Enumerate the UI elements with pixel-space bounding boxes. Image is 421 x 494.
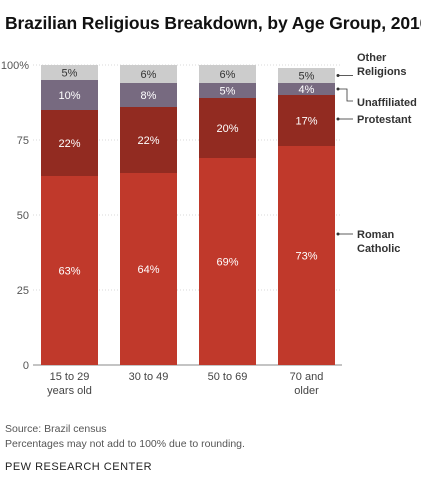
data-label: 63% — [58, 266, 80, 278]
bar-segment-unaffiliated — [199, 83, 256, 98]
legend-leader — [338, 88, 353, 102]
bar-segment-protestant — [41, 110, 98, 176]
bar-segment-roman-catholic — [278, 146, 335, 365]
x-tick-label: 70 and — [290, 371, 324, 383]
data-label: 17% — [295, 116, 317, 128]
bar-segment-other-religions — [199, 65, 256, 83]
legend-label: Roman — [357, 229, 395, 241]
data-label: 4% — [299, 84, 315, 96]
legend-label: Religions — [357, 66, 407, 78]
data-label: 10% — [58, 90, 80, 102]
x-tick-label: 30 to 49 — [129, 371, 169, 383]
x-tick-label: 50 to 69 — [208, 371, 248, 383]
y-tick-label: 0 — [23, 360, 29, 372]
y-tick-label: 75 — [17, 135, 29, 147]
data-label: 69% — [216, 257, 238, 269]
bar-segment-protestant — [120, 107, 177, 173]
source-note: Source: Brazil census — [5, 423, 107, 435]
y-tick-label: 100% — [1, 60, 29, 72]
data-label: 6% — [220, 69, 236, 81]
x-tick-label: 15 to 29 — [50, 371, 90, 383]
bar-segment-other-religions — [278, 68, 335, 83]
bar-segment-other-religions — [120, 65, 177, 83]
brand-label: PEW RESEARCH CENTER — [5, 461, 153, 473]
legend-label: Unaffiliated — [357, 97, 417, 109]
y-tick-label: 50 — [17, 210, 29, 222]
legend-label: Other — [357, 52, 387, 64]
data-label: 20% — [216, 123, 238, 135]
legend-label: Catholic — [357, 243, 400, 255]
bar-segment-unaffiliated — [41, 80, 98, 110]
data-label: 5% — [299, 71, 315, 83]
bar-segment-roman-catholic — [120, 173, 177, 365]
bar-segment-protestant — [278, 95, 335, 146]
data-label: 22% — [58, 138, 80, 150]
bar-segment-protestant — [199, 98, 256, 158]
bar-segment-roman-catholic — [41, 176, 98, 365]
data-label: 5% — [220, 86, 236, 98]
data-label: 6% — [141, 69, 157, 81]
data-label: 22% — [137, 135, 159, 147]
data-label: 73% — [295, 251, 317, 263]
x-tick-label: years old — [47, 385, 92, 397]
data-label: 8% — [141, 90, 157, 102]
bar-segment-unaffiliated — [120, 83, 177, 107]
bar-segment-unaffiliated — [278, 83, 335, 95]
legend-label: Protestant — [357, 114, 412, 126]
x-tick-label: older — [294, 385, 319, 397]
bar-segment-roman-catholic — [199, 158, 256, 365]
data-label: 64% — [137, 264, 159, 276]
y-tick-label: 25 — [17, 285, 29, 297]
bar-segment-other-religions — [41, 65, 98, 80]
data-label: 5% — [62, 68, 78, 80]
rounding-note: Percentages may not add to 100% due to r… — [5, 438, 245, 450]
chart-title: Brazilian Religious Breakdown, by Age Gr… — [5, 13, 421, 33]
